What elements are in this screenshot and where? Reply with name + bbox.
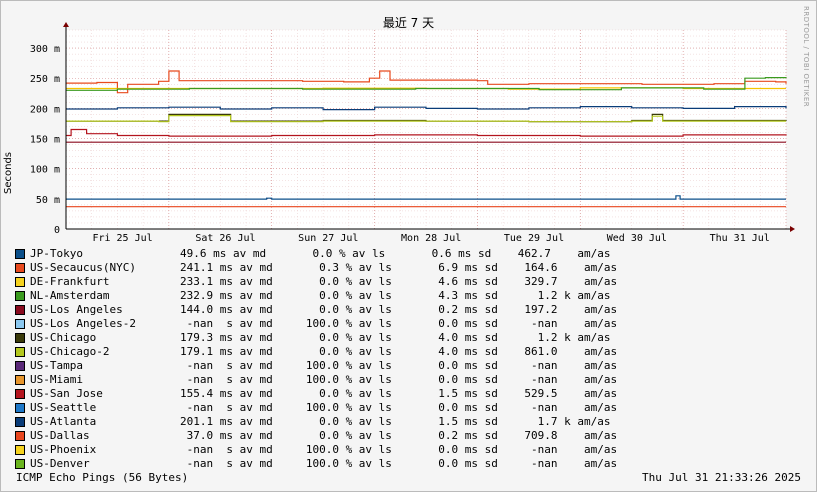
legend-series-stats: 241.1 ms av md 0.3 % av ls 6.9 ms sd 164… xyxy=(180,261,618,274)
legend-swatch xyxy=(15,361,25,371)
legend-series-stats: 233.1 ms av md 0.0 % av ls 4.6 ms sd 329… xyxy=(180,275,618,288)
y-tick-label: 150 m xyxy=(30,135,60,146)
legend-series-name: US-San Jose xyxy=(30,387,103,400)
legend-swatch xyxy=(15,277,25,287)
legend-swatch xyxy=(15,431,25,441)
legend-row: US-Atlanta 201.1 ms av md 0.0 % av ls 1.5… xyxy=(15,415,617,429)
y-tick-label: 300 m xyxy=(30,44,60,55)
series-line-us-atlanta xyxy=(66,106,787,111)
legend-row: NL-Amsterdam 232.9 ms av md 0.0 % av ls 4… xyxy=(15,289,617,303)
legend-row: US-Chicago-2 179.1 ms av md 0.0 % av ls 4… xyxy=(15,345,617,359)
legend-series-name: US-Dallas xyxy=(30,429,90,442)
legend-series-stats: 144.0 ms av md 0.0 % av ls 0.2 ms sd 197… xyxy=(180,303,618,316)
legend-swatch xyxy=(15,305,25,315)
series-line-us-secaucus-nyc- xyxy=(66,70,787,94)
legend-swatch xyxy=(15,389,25,399)
legend-swatch xyxy=(15,347,25,357)
y-axis-arrow xyxy=(63,22,69,27)
legend-series-name: US-Denver xyxy=(30,457,90,470)
legend-row: DE-Frankfurt 233.1 ms av md 0.0 % av ls 4… xyxy=(15,275,617,289)
legend-row: US-Tampa -nan s av md 100.0 % av ls 0.0 … xyxy=(15,359,617,373)
legend-series-name: US-Phoenix xyxy=(30,443,97,456)
legend-swatch xyxy=(15,459,25,469)
legend-swatch xyxy=(15,445,25,455)
x-axis-arrow xyxy=(790,226,795,232)
legend-series-stats: 155.4 ms av md 0.0 % av ls 1.5 ms sd 529… xyxy=(180,387,618,400)
legend-series-stats: -nan s av md 100.0 % av ls 0.0 ms sd -na… xyxy=(180,457,618,470)
footer-description: ICMP Echo Pings (56 Bytes) xyxy=(16,471,189,484)
legend-swatch xyxy=(15,417,25,427)
legend-series-name: US-Miami xyxy=(30,373,83,386)
series-line-us-san-jose xyxy=(66,128,787,137)
legend: JP-Tokyo 49.6 ms av md 0.0 % av ls 0.6 ms… xyxy=(15,247,617,471)
legend-row: US-Seattle -nan s av md 100.0 % av ls 0.… xyxy=(15,401,617,415)
legend-swatch xyxy=(15,403,25,413)
legend-swatch xyxy=(15,263,25,273)
x-tick-label: Thu 31 Jul xyxy=(710,233,770,244)
legend-series-stats: 49.6 ms av md 0.0 % av ls 0.6 ms sd 462.… xyxy=(180,247,611,260)
legend-series-stats: -nan s av md 100.0 % av ls 0.0 ms sd -na… xyxy=(180,401,618,414)
x-tick-label: Fri 25 Jul xyxy=(92,233,152,244)
legend-series-name: US-Tampa xyxy=(30,359,83,372)
series-line-jp-tokyo xyxy=(66,195,786,200)
legend-series-stats: -nan s av md 100.0 % av ls 0.0 ms sd -na… xyxy=(180,359,618,372)
legend-series-name: US-Chicago-2 xyxy=(30,345,110,358)
legend-series-stats: 37.0 ms av md 0.0 % av ls 0.2 ms sd 709.… xyxy=(180,429,618,442)
rrdtool-credit: RRDTOOL / TOBI OETIKER xyxy=(802,6,810,108)
x-tick-label: Wed 30 Jul xyxy=(607,233,667,244)
legend-row: JP-Tokyo 49.6 ms av md 0.0 % av ls 0.6 ms… xyxy=(15,247,617,261)
x-tick-label: Sat 26 Jul xyxy=(195,233,255,244)
x-tick-label: Tue 29 Jul xyxy=(504,233,564,244)
legend-series-stats: 201.1 ms av md 0.0 % av ls 1.5 ms sd 1.7… xyxy=(180,415,611,428)
legend-row: US-Secaucus(NYC) 241.1 ms av md 0.3 % av … xyxy=(15,261,617,275)
series-line-nl-amsterdam xyxy=(66,77,787,91)
legend-series-name: US-Chicago xyxy=(30,331,97,344)
y-tick-label: 50 m xyxy=(36,195,60,206)
legend-swatch xyxy=(15,319,25,329)
legend-series-stats: 179.1 ms av md 0.0 % av ls 4.0 ms sd 861… xyxy=(180,345,618,358)
y-tick-label: 0 xyxy=(54,225,60,236)
x-tick-label: Sun 27 Jul xyxy=(298,233,358,244)
legend-swatch xyxy=(15,291,25,301)
legend-series-name: DE-Frankfurt xyxy=(30,275,110,288)
legend-series-name: US-Los Angeles xyxy=(30,303,123,316)
legend-series-stats: -nan s av md 100.0 % av ls 0.0 ms sd -na… xyxy=(180,373,618,386)
legend-series-stats: -nan s av md 100.0 % av ls 0.0 ms sd -na… xyxy=(180,443,618,456)
legend-series-stats: 232.9 ms av md 0.0 % av ls 4.3 ms sd 1.2… xyxy=(180,289,611,302)
legend-swatch xyxy=(15,375,25,385)
legend-row: US-Los Angeles 144.0 ms av md 0.0 % av ls… xyxy=(15,303,617,317)
y-tick-label: 250 m xyxy=(30,74,60,85)
footer-timestamp: Thu Jul 31 21:33:26 2025 xyxy=(642,471,801,484)
legend-series-name: US-Atlanta xyxy=(30,415,97,428)
legend-series-name: JP-Tokyo xyxy=(30,247,83,260)
legend-series-name: US-Secaucus(NYC) xyxy=(30,261,136,274)
series-line-us-chicago-2 xyxy=(66,115,786,123)
legend-series-name: NL-Amsterdam xyxy=(30,289,110,302)
legend-row: US-Miami -nan s av md 100.0 % av ls 0.0 … xyxy=(15,373,617,387)
legend-row: US-Los Angeles-2 -nan s av md 100.0 % av… xyxy=(15,317,617,331)
legend-series-name: US-Seattle xyxy=(30,401,97,414)
legend-row: US-Dallas 37.0 ms av md 0.0 % av ls 0.2 … xyxy=(15,429,617,443)
legend-series-name: US-Los Angeles-2 xyxy=(30,317,136,330)
y-tick-label: 200 m xyxy=(30,104,60,115)
legend-row: US-San Jose 155.4 ms av md 0.0 % av ls 1.… xyxy=(15,387,617,401)
legend-series-stats: 179.3 ms av md 0.0 % av ls 4.0 ms sd 1.2… xyxy=(180,331,611,344)
legend-swatch xyxy=(15,333,25,343)
legend-row: US-Phoenix -nan s av md 100.0 % av ls 0.… xyxy=(15,443,617,457)
legend-row: US-Chicago 179.3 ms av md 0.0 % av ls 4.0… xyxy=(15,331,617,345)
x-tick-label: Mon 28 Jul xyxy=(401,233,461,244)
legend-row: US-Denver -nan s av md 100.0 % av ls 0.0… xyxy=(15,457,617,471)
legend-series-stats: -nan s av md 100.0 % av ls 0.0 ms sd -na… xyxy=(180,317,618,330)
y-tick-label: 100 m xyxy=(30,165,60,176)
chart-title: 最近 7 天 xyxy=(382,16,435,30)
legend-swatch xyxy=(15,249,25,259)
